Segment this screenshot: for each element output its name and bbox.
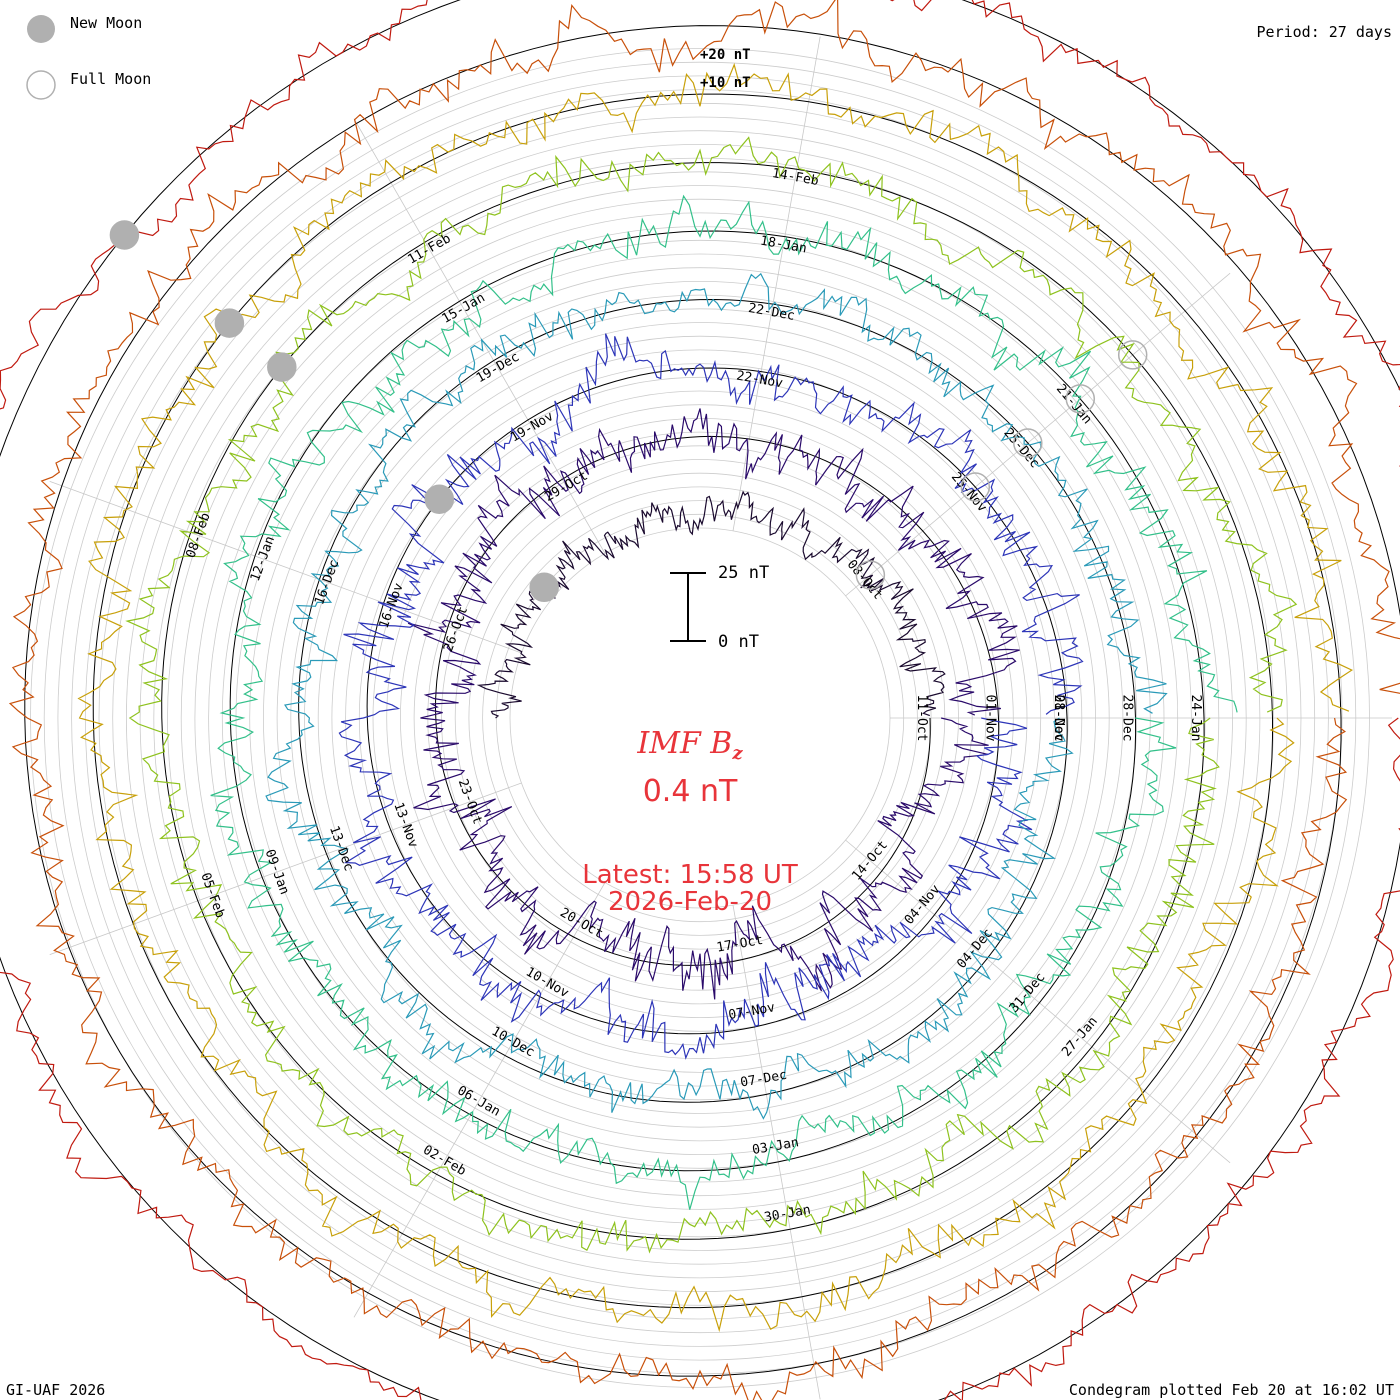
date-label-4-2: 03-Jan: [751, 1135, 800, 1158]
date-label-3-0: 01-Dec: [1051, 695, 1066, 742]
full-moon-marker-2: [1013, 428, 1043, 458]
series-trace-3: [265, 272, 1168, 1120]
date-label-2-6: 19-Nov: [508, 409, 556, 446]
full-moon-icon: [26, 70, 56, 100]
parameter-name: IMF B: [637, 726, 733, 761]
full-moon-marker-0: [855, 560, 886, 590]
new-moon-marker-2: [267, 352, 297, 382]
series-trace-5: [125, 136, 1298, 1254]
date-label-5-2: 30-Jan: [763, 1203, 812, 1226]
date-label-1-5: 26-Oct: [441, 605, 471, 654]
full-moon-marker-4: [1117, 340, 1148, 370]
scale-bar-top-label: 25 nT: [718, 563, 770, 583]
date-label-3-4: 13-Dec: [326, 824, 356, 873]
period-label: Period: 27 days: [1256, 23, 1392, 41]
grid-spoke-1: [845, 839, 1231, 1164]
grid-spoke-3: [353, 882, 606, 1318]
full-moon-marker-3: [1065, 384, 1096, 414]
series-trace-7: [8, 0, 1400, 1400]
date-label-5-4: 05-Feb: [197, 871, 227, 920]
legend-new-moon-label: New Moon: [70, 14, 143, 32]
new-moon-marker-4: [109, 220, 140, 250]
date-label-3-6: 19-Dec: [474, 350, 522, 386]
credit-label: GI-UAF 2026: [6, 1381, 106, 1399]
series-trace-0: [476, 490, 946, 719]
date-label-4-5: 12-Jan: [248, 534, 278, 583]
new-moon-marker-3: [214, 308, 245, 338]
date-label-1-2: 17-Oct: [715, 933, 764, 956]
new-moon-marker-1: [424, 484, 455, 514]
plot-time-label: Condegram plotted Feb 20 at 16:02 UT: [1068, 1381, 1394, 1399]
current-value: 0.4 nT: [642, 774, 738, 809]
date-label-4-4: 09-Jan: [262, 847, 292, 896]
date-label-4-3: 06-Jan: [454, 1083, 502, 1119]
date-label-1-4: 23-Oct: [455, 777, 485, 826]
latest-date: 2026-Feb-20: [607, 887, 773, 917]
new-moon-icon: [27, 15, 55, 43]
grid-spoke-8: [845, 272, 1231, 597]
new-moon-marker-0: [529, 572, 559, 603]
parameter-title: IMF Bz: [490, 726, 890, 764]
scale-bar-bottom-label: 0 nT: [718, 632, 759, 652]
date-label-2-5: 16-Nov: [377, 581, 407, 630]
series-trace-6: [77, 62, 1354, 1333]
date-label-3-5: 16-Dec: [312, 558, 342, 607]
scale-bar: [670, 572, 706, 642]
date-label-1-0: 11-Oct: [914, 695, 929, 742]
date-label-2-0: 01-Nov: [983, 695, 998, 742]
series-trace-2: [338, 333, 1084, 1060]
date-label-5-0: 24-Jan: [1188, 695, 1203, 742]
parameter-subscript: z: [732, 743, 743, 764]
grid-spoke-6: [353, 118, 606, 554]
date-label-2-2: 07-Nov: [727, 1000, 776, 1023]
legend-full-moon-label: Full Moon: [70, 70, 152, 88]
date-label-4-0: 28-Dec: [1120, 695, 1135, 742]
grid-spoke-5: [49, 480, 522, 654]
grid-spoke-4: [49, 782, 522, 956]
date-label-3-3: 10-Dec: [489, 1024, 537, 1060]
grid-spoke-2: [732, 905, 821, 1400]
latest-time: Latest: 15:58 UT: [582, 860, 798, 890]
ring-scale-label-20: +20 nT: [700, 47, 751, 63]
date-label-3-1: 04-Dec: [954, 926, 996, 972]
ring-scale-label-10: +10 nT: [700, 75, 751, 91]
full-moon-marker-1: [960, 472, 991, 502]
date-label-2-9: 28-Nov: [1051, 695, 1066, 742]
date-label-2-3: 10-Nov: [523, 965, 571, 1002]
series-trace-4: [210, 194, 1238, 1210]
date-label-5-3: 02-Feb: [420, 1143, 468, 1180]
series-trace-1: [407, 408, 1020, 1000]
